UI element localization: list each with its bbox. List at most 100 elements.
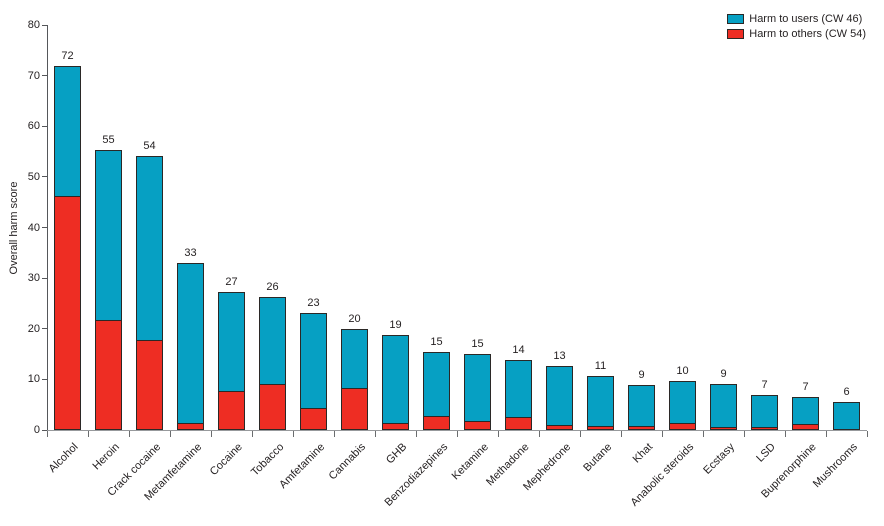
bar-value-label: 23	[307, 296, 320, 309]
x-tick-mark	[293, 431, 294, 437]
bar-ketamine	[464, 354, 491, 430]
bar-heroin	[95, 150, 122, 430]
x-tick-mark	[129, 431, 130, 437]
bar-segment-harm-to-others	[137, 340, 162, 429]
bar-segment-harm-to-others	[711, 426, 736, 429]
bar-segment-harm-to-others	[301, 408, 326, 429]
x-category-label: Tobacco	[248, 441, 286, 479]
bar-ghb	[382, 334, 409, 430]
x-tick-mark	[580, 431, 581, 437]
bar-cannabis	[341, 328, 368, 430]
bar-value-label: 55	[102, 134, 115, 147]
x-category-label: Butane	[580, 441, 614, 475]
bar-crack-cocaine	[136, 155, 163, 430]
bar-lsd	[751, 394, 778, 430]
bar-segment-harm-to-others	[342, 388, 367, 429]
bar-value-label: 10	[676, 365, 689, 378]
bar-value-label: 6	[843, 386, 850, 399]
bar-value-label: 15	[430, 336, 443, 349]
bar-segment-harm-to-others	[55, 196, 80, 429]
bar-metamfetamine	[177, 262, 204, 430]
x-category-label: Ecstasy	[701, 441, 737, 477]
bar-value-label: 7	[761, 378, 768, 391]
legend-swatch	[727, 14, 745, 24]
bar-khat	[628, 384, 655, 430]
legend-swatch	[727, 29, 745, 39]
bar-segment-harm-to-others	[506, 417, 531, 429]
x-tick-mark	[457, 431, 458, 437]
y-tick-label: 60	[27, 120, 40, 133]
x-tick-mark	[621, 431, 622, 437]
bar-value-label: 11	[594, 359, 607, 372]
bar-segment-harm-to-others	[670, 423, 695, 429]
bar-butane	[587, 375, 614, 430]
x-category-label: Cannabis	[326, 441, 368, 483]
bar-value-label: 33	[184, 246, 197, 259]
x-tick-mark	[88, 431, 89, 437]
bar-segment-harm-to-others	[383, 423, 408, 429]
x-tick-mark	[252, 431, 253, 437]
y-tick-label: 50	[27, 170, 40, 183]
x-category-label: LSD	[754, 441, 778, 465]
bar-value-label: 27	[225, 276, 238, 289]
bar-value-label: 9	[638, 368, 645, 381]
y-tick-mark	[42, 277, 47, 279]
bar-segment-harm-to-others	[219, 390, 244, 429]
bar-value-label: 15	[471, 338, 484, 351]
y-tick-mark	[42, 176, 47, 178]
legend-item-harm-to-others: Harm to others (CW 54)	[727, 28, 866, 40]
bar-value-label: 72	[61, 49, 74, 62]
legend-item-harm-to-users: Harm to users (CW 46)	[727, 13, 866, 25]
bar-value-label: 9	[720, 368, 727, 381]
bar-segment-harm-to-others	[465, 420, 490, 429]
bar-value-label: 13	[553, 350, 566, 363]
x-tick-mark	[539, 431, 540, 437]
x-tick-mark	[662, 431, 663, 437]
x-tick-mark	[785, 431, 786, 437]
x-tick-mark	[826, 431, 827, 437]
x-tick-mark	[375, 431, 376, 437]
bar-segment-harm-to-others	[752, 427, 777, 429]
x-axis-line	[47, 430, 867, 431]
y-tick-label: 20	[27, 322, 40, 335]
bar-segment-harm-to-others	[588, 426, 613, 429]
legend-label: Harm to others (CW 54)	[749, 28, 866, 40]
bar-segment-harm-to-others	[424, 415, 449, 429]
bar-segment-harm-to-others	[547, 425, 572, 429]
bar-value-label: 54	[143, 139, 156, 152]
bar-alcohol	[54, 65, 81, 430]
bar-segment-harm-to-others	[793, 423, 818, 429]
y-tick-label: 30	[27, 272, 40, 285]
bar-segment-harm-to-others	[178, 422, 203, 429]
bar-tobacco	[259, 297, 286, 430]
legend: Harm to users (CW 46) Harm to others (CW …	[727, 13, 866, 40]
x-tick-mark	[334, 431, 335, 437]
y-tick-mark	[42, 429, 47, 431]
x-category-label: Khat	[630, 441, 655, 466]
bar-anabolic-steroids	[669, 381, 696, 430]
bar-buprenorphine	[792, 396, 819, 430]
bar-segment-harm-to-others	[629, 425, 654, 429]
bar-value-label: 14	[512, 344, 525, 357]
y-tick-mark	[42, 227, 47, 228]
bar-methadone	[505, 360, 532, 430]
x-category-label: Cocaine	[207, 441, 245, 479]
bar-value-label: 20	[348, 312, 361, 325]
y-axis-line	[47, 25, 48, 430]
y-tick-label: 70	[27, 69, 40, 82]
x-tick-mark	[867, 431, 868, 437]
y-tick-mark	[42, 24, 47, 26]
y-tick-mark	[42, 328, 47, 330]
bar-segment-harm-to-others	[96, 320, 121, 429]
bar-amfetamine	[300, 312, 327, 430]
y-tick-mark	[42, 125, 47, 127]
x-tick-mark	[744, 431, 745, 437]
x-tick-mark	[703, 431, 704, 437]
x-category-label: GHB	[383, 441, 409, 467]
y-tick-mark	[42, 378, 47, 380]
bar-segment-harm-to-others	[260, 383, 285, 429]
x-category-label: Heroin	[90, 441, 122, 473]
y-tick-label: 80	[27, 19, 40, 31]
x-tick-mark	[211, 431, 212, 437]
